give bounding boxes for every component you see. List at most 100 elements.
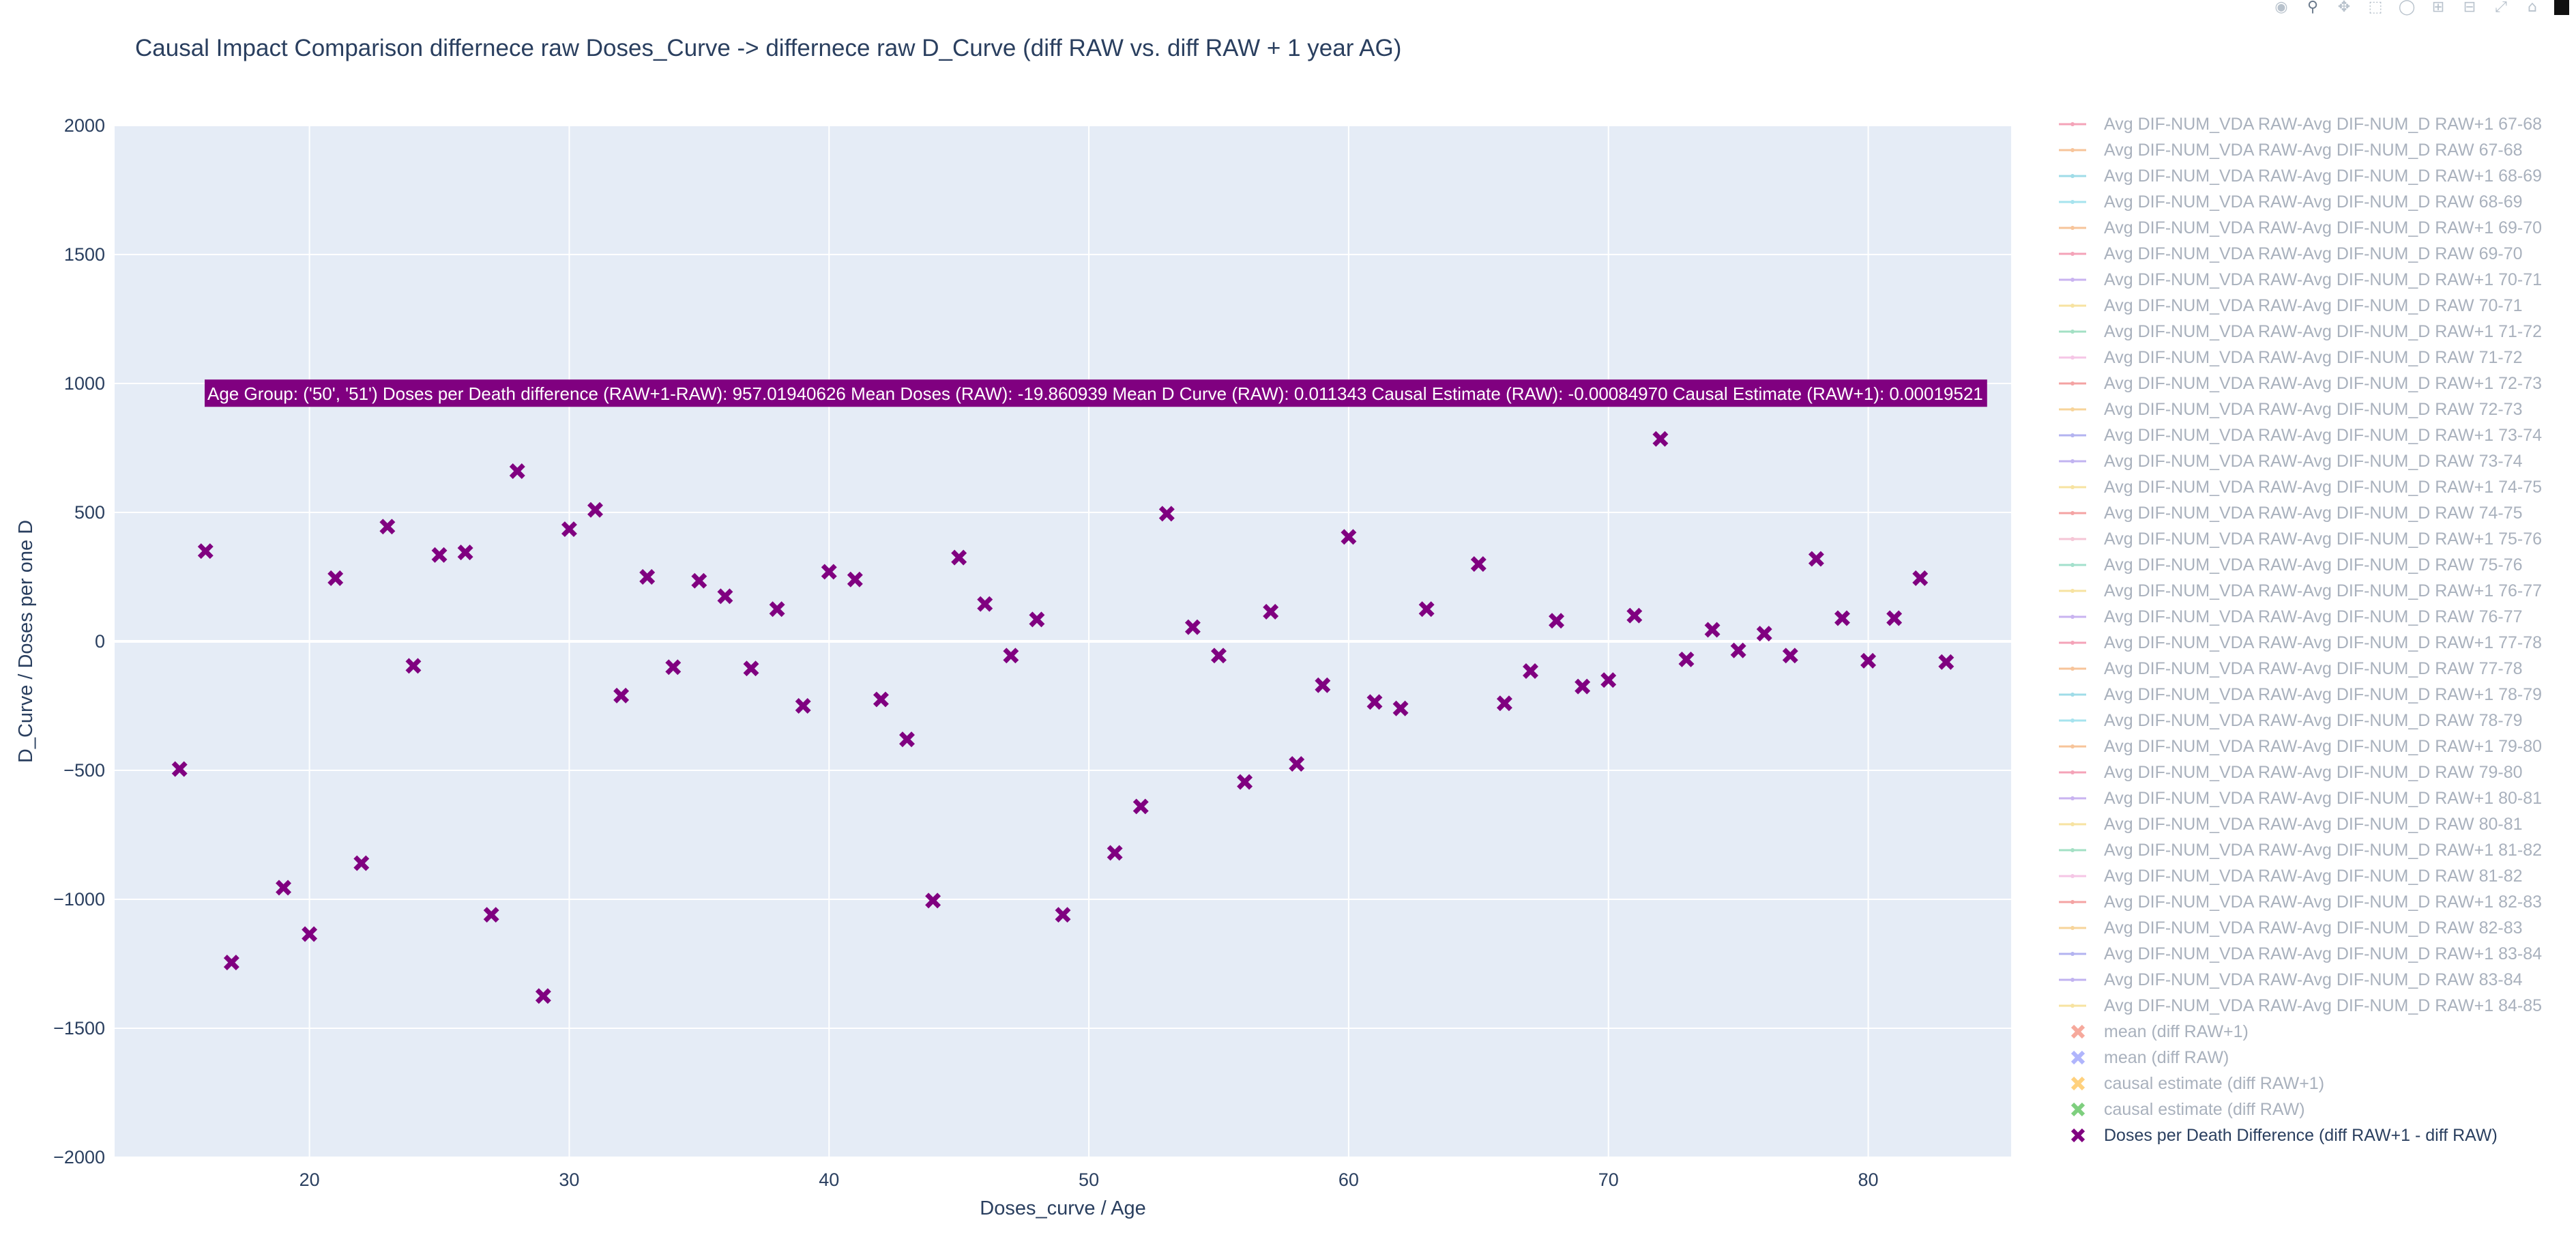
data-point-marker[interactable] xyxy=(951,549,967,566)
data-point-marker[interactable] xyxy=(1704,622,1721,638)
data-point-marker[interactable] xyxy=(1392,700,1409,716)
box-select-icon[interactable]: ⬚ xyxy=(2368,0,2383,16)
data-point-marker[interactable] xyxy=(327,570,344,586)
legend-item[interactable]: Avg DIF-NUM_VDA RAW-Avg DIF-NUM_D RAW 82… xyxy=(2059,918,2523,938)
data-point-marker[interactable] xyxy=(171,761,188,777)
data-point-marker[interactable] xyxy=(769,601,785,618)
data-point-marker[interactable] xyxy=(405,658,422,674)
legend-item[interactable]: Avg DIF-NUM_VDA RAW-Avg DIF-NUM_D RAW+1 … xyxy=(2059,115,2542,134)
data-point-marker[interactable] xyxy=(1626,607,1643,624)
legend-item[interactable]: Avg DIF-NUM_VDA RAW-Avg DIF-NUM_D RAW 73… xyxy=(2059,452,2523,471)
data-point-marker[interactable] xyxy=(899,731,915,748)
zoom-in-icon[interactable]: ⊞ xyxy=(2431,0,2445,16)
legend-item[interactable]: Avg DIF-NUM_VDA RAW-Avg DIF-NUM_D RAW 72… xyxy=(2059,400,2523,419)
data-point-marker[interactable] xyxy=(1107,845,1123,861)
data-point-marker[interactable] xyxy=(665,659,682,675)
data-point-marker[interactable] xyxy=(1678,651,1695,667)
legend-item[interactable]: Avg DIF-NUM_VDA RAW-Avg DIF-NUM_D RAW 68… xyxy=(2059,192,2523,212)
data-point-marker[interactable] xyxy=(1575,678,1591,695)
data-point-marker[interactable] xyxy=(1886,610,1903,626)
data-point-marker[interactable] xyxy=(977,596,993,612)
data-point-marker[interactable] xyxy=(743,660,759,677)
data-point-marker[interactable] xyxy=(197,543,214,560)
legend-item[interactable]: Avg DIF-NUM_VDA RAW-Avg DIF-NUM_D RAW 80… xyxy=(2059,815,2523,834)
data-point-marker[interactable] xyxy=(691,572,707,589)
data-point-marker[interactable] xyxy=(1184,619,1201,635)
data-point-marker[interactable] xyxy=(1730,642,1746,658)
legend-item[interactable]: Avg DIF-NUM_VDA RAW-Avg DIF-NUM_D RAW+1 … xyxy=(2059,789,2542,808)
autoscale-icon[interactable]: ⤢ xyxy=(2495,0,2507,16)
legend-item[interactable]: Avg DIF-NUM_VDA RAW-Avg DIF-NUM_D RAW+1 … xyxy=(2059,218,2542,237)
data-point-marker[interactable] xyxy=(925,892,941,909)
legend-item[interactable]: Avg DIF-NUM_VDA RAW-Avg DIF-NUM_D RAW 81… xyxy=(2059,867,2523,886)
data-point-marker[interactable] xyxy=(1211,648,1227,664)
data-point-marker[interactable] xyxy=(1938,654,1955,670)
legend-item[interactable]: causal estimate (diff RAW+1) xyxy=(2070,1074,2324,1093)
data-point-marker[interactable] xyxy=(276,880,292,896)
data-point-marker[interactable] xyxy=(1496,695,1512,712)
legend-item[interactable]: Avg DIF-NUM_VDA RAW-Avg DIF-NUM_D RAW 71… xyxy=(2059,348,2523,367)
data-point-marker[interactable] xyxy=(535,988,551,1004)
legend-item[interactable]: Avg DIF-NUM_VDA RAW-Avg DIF-NUM_D RAW+1 … xyxy=(2059,529,2542,549)
data-point-marker[interactable] xyxy=(1341,529,1357,545)
legend-item[interactable]: Avg DIF-NUM_VDA RAW-Avg DIF-NUM_D RAW+1 … xyxy=(2059,426,2542,445)
data-point-marker[interactable] xyxy=(1003,648,1019,664)
data-point-marker[interactable] xyxy=(1263,604,1279,620)
legend-item[interactable]: Doses per Death Difference (diff RAW+1 -… xyxy=(2070,1126,2498,1145)
data-point-marker[interactable] xyxy=(1912,570,1929,586)
legend-item[interactable]: Avg DIF-NUM_VDA RAW-Avg DIF-NUM_D RAW+1 … xyxy=(2059,166,2542,186)
data-point-marker[interactable] xyxy=(379,519,396,535)
legend-item[interactable]: Avg DIF-NUM_VDA RAW-Avg DIF-NUM_D RAW 67… xyxy=(2059,141,2523,160)
data-point-marker[interactable] xyxy=(561,521,577,538)
data-point-marker[interactable] xyxy=(717,588,733,605)
data-point-marker[interactable] xyxy=(613,687,630,703)
legend-item[interactable]: Avg DIF-NUM_VDA RAW-Avg DIF-NUM_D RAW 69… xyxy=(2059,244,2523,263)
legend-item[interactable]: Avg DIF-NUM_VDA RAW-Avg DIF-NUM_D RAW+1 … xyxy=(2059,892,2542,912)
data-point-marker[interactable] xyxy=(1782,648,1798,664)
legend-item[interactable]: Avg DIF-NUM_VDA RAW-Avg DIF-NUM_D RAW 77… xyxy=(2059,659,2523,678)
data-point-marker[interactable] xyxy=(1237,774,1253,790)
legend-item[interactable]: Avg DIF-NUM_VDA RAW-Avg DIF-NUM_D RAW+1 … xyxy=(2059,322,2542,341)
data-point-marker[interactable] xyxy=(587,502,603,518)
data-point-marker[interactable] xyxy=(1470,556,1487,572)
data-point-marker[interactable] xyxy=(1860,652,1877,669)
data-point-marker[interactable] xyxy=(509,463,525,479)
data-point-marker[interactable] xyxy=(1834,610,1850,626)
data-point-marker[interactable] xyxy=(353,855,370,871)
legend-item[interactable]: Avg DIF-NUM_VDA RAW-Avg DIF-NUM_D RAW+1 … xyxy=(2059,944,2542,963)
data-point-marker[interactable] xyxy=(1549,613,1565,629)
data-point-marker[interactable] xyxy=(1366,694,1383,710)
data-point-marker[interactable] xyxy=(1652,431,1669,447)
data-point-marker[interactable] xyxy=(873,691,889,708)
data-point-marker[interactable] xyxy=(223,955,239,971)
legend-item[interactable]: Avg DIF-NUM_VDA RAW-Avg DIF-NUM_D RAW 78… xyxy=(2059,711,2523,730)
data-point-marker[interactable] xyxy=(1055,907,1071,923)
legend-item[interactable]: Avg DIF-NUM_VDA RAW-Avg DIF-NUM_D RAW 75… xyxy=(2059,555,2523,575)
data-point-marker[interactable] xyxy=(847,571,863,587)
lasso-icon[interactable]: ◯ xyxy=(2398,0,2416,16)
camera-icon[interactable]: ◉ xyxy=(2274,0,2288,16)
data-point-marker[interactable] xyxy=(1600,672,1617,688)
data-point-marker[interactable] xyxy=(1158,506,1175,522)
data-point-marker[interactable] xyxy=(431,547,448,563)
pan-icon[interactable]: ✥ xyxy=(2337,0,2351,16)
data-point-marker[interactable] xyxy=(821,564,837,580)
legend-item[interactable]: Avg DIF-NUM_VDA RAW-Avg DIF-NUM_D RAW 83… xyxy=(2059,970,2523,989)
legend-item[interactable]: Avg DIF-NUM_VDA RAW-Avg DIF-NUM_D RAW 79… xyxy=(2059,763,2523,782)
zoom-icon[interactable]: ⚲ xyxy=(2307,0,2319,16)
data-point-marker[interactable] xyxy=(1315,677,1331,693)
legend-item[interactable]: Avg DIF-NUM_VDA RAW-Avg DIF-NUM_D RAW+1 … xyxy=(2059,685,2542,704)
plotly-logo-icon[interactable] xyxy=(2554,0,2569,15)
data-point-marker[interactable] xyxy=(1029,611,1045,628)
legend-item[interactable]: Avg DIF-NUM_VDA RAW-Avg DIF-NUM_D RAW 70… xyxy=(2059,296,2523,315)
legend-item[interactable]: Avg DIF-NUM_VDA RAW-Avg DIF-NUM_D RAW+1 … xyxy=(2059,737,2542,756)
data-point-marker[interactable] xyxy=(1756,626,1772,642)
legend-item[interactable]: Avg DIF-NUM_VDA RAW-Avg DIF-NUM_D RAW+1 … xyxy=(2059,581,2542,600)
data-point-marker[interactable] xyxy=(1132,798,1149,815)
legend-item[interactable]: Avg DIF-NUM_VDA RAW-Avg DIF-NUM_D RAW+1 … xyxy=(2059,270,2542,289)
home-icon[interactable]: ⌂ xyxy=(2528,0,2537,16)
legend-item[interactable]: Avg DIF-NUM_VDA RAW-Avg DIF-NUM_D RAW+1 … xyxy=(2059,478,2542,497)
legend-item[interactable]: mean (diff RAW+1) xyxy=(2070,1022,2249,1041)
data-point-marker[interactable] xyxy=(1523,663,1538,679)
legend-item[interactable]: Avg DIF-NUM_VDA RAW-Avg DIF-NUM_D RAW+1 … xyxy=(2059,996,2542,1015)
